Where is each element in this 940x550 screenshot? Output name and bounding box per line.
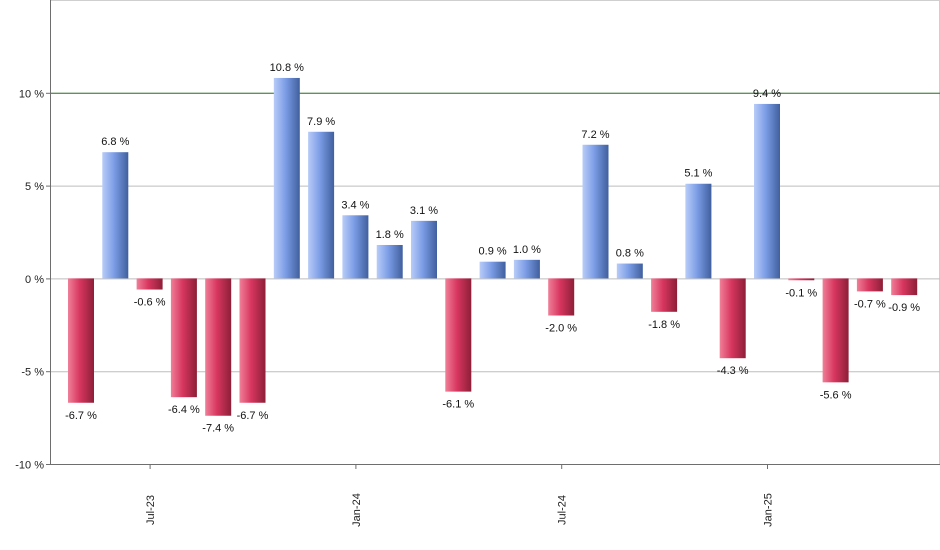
bar-value-label: -0.6 % xyxy=(134,297,166,309)
bar-negative xyxy=(719,278,746,359)
bar-positive xyxy=(376,244,403,279)
bar-negative xyxy=(891,278,918,296)
y-tick-label: -5 % xyxy=(21,367,44,379)
bar-negative xyxy=(548,278,575,316)
axes-layer: -10 % -5 % 0 % 5 % 10 % Jul-23 Jan-24 Jul-24 Jan… xyxy=(15,0,940,527)
bar-value-label: -2.0 % xyxy=(545,323,577,335)
bar-value-label: 5.1 % xyxy=(684,168,712,180)
bar-positive xyxy=(685,183,712,279)
bar-value-label: 7.9 % xyxy=(307,116,335,128)
bar-positive xyxy=(411,220,437,279)
y-tick-label: 0 % xyxy=(25,274,44,286)
bar-value-label: 3.4 % xyxy=(341,199,369,211)
y-tick-label: 10 % xyxy=(19,88,44,100)
bar-negative xyxy=(445,278,472,392)
bar-value-label: -4.3 % xyxy=(717,365,749,377)
bar-value-label: -6.7 % xyxy=(65,410,97,422)
bar-value-label: -5.6 % xyxy=(820,389,852,401)
bar-value-label: -6.1 % xyxy=(442,399,474,411)
labels-layer: -6.7 %6.8 %-0.6 %-6.4 %-7.4 %-6.7 %10.8 … xyxy=(65,62,920,435)
bar-positive xyxy=(308,131,335,279)
bar-positive xyxy=(582,144,609,279)
bar-value-label: 0.9 % xyxy=(479,246,507,258)
bar-positive xyxy=(754,103,780,279)
bar-value-label: -6.4 % xyxy=(168,404,200,416)
bar-positive xyxy=(479,261,506,279)
y-tick-label: -10 % xyxy=(15,460,44,472)
bar-value-label: -0.9 % xyxy=(888,302,920,314)
bar-negative xyxy=(170,278,197,398)
bar-value-label: 9.4 % xyxy=(753,88,781,100)
bar-value-label: 6.8 % xyxy=(101,136,129,148)
grid-layer xyxy=(50,0,940,464)
bar-value-label: 0.8 % xyxy=(616,248,644,260)
bar-negative xyxy=(136,278,163,290)
bar-value-label: 1.0 % xyxy=(513,244,541,256)
bar-negative xyxy=(822,278,849,383)
bar-value-label: 10.8 % xyxy=(270,62,304,74)
bar-negative xyxy=(239,278,266,403)
bar-value-label: -7.4 % xyxy=(202,423,234,435)
bar-negative xyxy=(651,278,678,312)
bar-negative xyxy=(788,278,815,281)
y-tick-label: 5 % xyxy=(25,181,44,193)
bar-positive xyxy=(102,152,129,279)
bar-negative xyxy=(205,278,232,416)
x-tick-label: Jan-25 xyxy=(763,493,775,527)
bar-positive xyxy=(342,215,369,279)
bar-value-label: -0.7 % xyxy=(854,298,886,310)
bar-value-label: -1.8 % xyxy=(648,319,680,331)
bar-negative xyxy=(68,278,94,403)
x-tick-label: Jul-24 xyxy=(557,495,569,525)
bar-value-label: 3.1 % xyxy=(410,205,438,217)
bar-value-label: -0.1 % xyxy=(785,287,817,299)
bar-positive xyxy=(513,259,540,279)
x-tick-label: Jan-24 xyxy=(351,493,363,527)
bar-positive xyxy=(616,263,643,279)
bars-layer xyxy=(68,77,918,416)
bar-negative xyxy=(856,278,883,292)
bar-value-label: -6.7 % xyxy=(237,410,269,422)
x-tick-label: Jul-23 xyxy=(145,495,157,525)
bar-positive xyxy=(273,77,300,279)
bar-value-label: 7.2 % xyxy=(581,129,609,141)
bar-value-label: 1.8 % xyxy=(376,229,404,241)
